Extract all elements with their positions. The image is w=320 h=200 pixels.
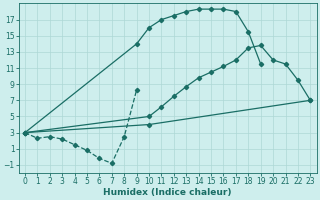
X-axis label: Humidex (Indice chaleur): Humidex (Indice chaleur) — [103, 188, 232, 197]
